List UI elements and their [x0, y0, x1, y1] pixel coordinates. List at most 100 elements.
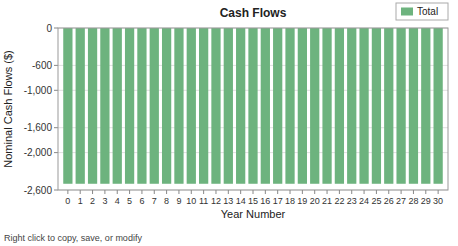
bar — [273, 28, 282, 184]
legend-swatch — [401, 8, 413, 16]
y-tick-label: -1,000 — [24, 85, 53, 96]
x-tick — [364, 190, 365, 194]
x-tick — [215, 190, 216, 194]
y-tick-label: -600 — [32, 60, 52, 71]
x-tick — [302, 190, 303, 194]
x-tick-label: 11 — [199, 196, 208, 206]
bar — [322, 28, 331, 184]
bar — [113, 28, 122, 184]
x-tick — [413, 190, 414, 194]
x-tick — [166, 190, 167, 194]
x-tick — [129, 190, 130, 194]
bar — [224, 28, 233, 184]
bar — [248, 28, 257, 184]
x-tick-label: 22 — [334, 196, 344, 206]
x-tick-label: 29 — [421, 196, 431, 206]
x-tick — [228, 190, 229, 194]
background — [0, 0, 458, 246]
x-tick-label: 2 — [90, 196, 95, 206]
bar — [409, 28, 418, 184]
x-tick-label: 7 — [152, 196, 157, 206]
x-tick-label: 12 — [211, 196, 221, 206]
grid — [58, 28, 448, 190]
x-tick — [154, 190, 155, 194]
y-tick — [54, 65, 58, 66]
x-tick-label: 13 — [223, 196, 233, 206]
x-tick-label: 16 — [260, 196, 270, 206]
y-tick-label: -2,600 — [24, 185, 53, 196]
y-tick — [54, 127, 58, 128]
x-tick — [327, 190, 328, 194]
x-tick — [290, 190, 291, 194]
x-tick-label: 17 — [273, 196, 283, 206]
x-tick — [277, 190, 278, 194]
x-tick — [438, 190, 439, 194]
x-tick — [339, 190, 340, 194]
x-tick-label: 0 — [65, 196, 70, 206]
x-tick-label: 28 — [408, 196, 418, 206]
legend-label: Total — [417, 6, 438, 17]
chart-title: Cash Flows — [220, 6, 287, 20]
bar — [88, 28, 97, 184]
x-tick-label: 15 — [248, 196, 258, 206]
x-tick-label: 1 — [78, 196, 83, 206]
bar — [236, 28, 245, 184]
y-tick-label: -1,600 — [24, 122, 53, 133]
x-tick-label: 30 — [433, 196, 443, 206]
bar — [298, 28, 307, 184]
x-tick — [67, 190, 68, 194]
x-tick-label: 9 — [176, 196, 181, 206]
x-tick-label: 27 — [396, 196, 406, 206]
x-tick — [191, 190, 192, 194]
bar — [347, 28, 356, 184]
bar — [396, 28, 405, 184]
y-tick — [54, 190, 58, 191]
x-tick — [117, 190, 118, 194]
chart-svg: Cash Flows0-600-1,000-1,600-2,000-2,6000… — [0, 0, 458, 246]
bar — [359, 28, 368, 184]
y-axis: 0 -600 -1,000 -1,600 -2,000 -2,600 — [24, 23, 58, 196]
legend-box — [396, 3, 448, 20]
x-tick-label: 21 — [322, 196, 332, 206]
bar — [372, 28, 381, 184]
bar — [100, 28, 109, 184]
x-tick — [388, 190, 389, 194]
bar — [76, 28, 85, 184]
bar — [199, 28, 208, 184]
x-tick — [253, 190, 254, 194]
bar — [261, 28, 270, 184]
y-tick-label: 0 — [46, 23, 52, 34]
bar — [285, 28, 294, 184]
bar — [162, 28, 171, 184]
x-axis-label: Year Number — [221, 208, 286, 220]
x-tick — [265, 190, 266, 194]
x-tick-label: 6 — [139, 196, 144, 206]
x-tick — [104, 190, 105, 194]
x-tick-label: 20 — [310, 196, 320, 206]
bar — [335, 28, 344, 184]
x-tick-label: 5 — [127, 196, 132, 206]
legend: Total — [396, 3, 448, 20]
x-tick-label: 14 — [236, 196, 246, 206]
x-tick — [178, 190, 179, 194]
bar — [433, 28, 442, 184]
plot-frame — [58, 28, 448, 190]
bar — [174, 28, 183, 184]
y-tick — [54, 90, 58, 91]
x-tick-label: 3 — [102, 196, 107, 206]
x-tick — [141, 190, 142, 194]
x-tick — [351, 190, 352, 194]
x-tick-label: 18 — [285, 196, 295, 206]
bar — [137, 28, 146, 184]
x-axis: 0123456789101112131415161718192021222324… — [65, 190, 443, 206]
footnote: Right click to copy, save, or modify — [4, 233, 142, 243]
bar — [63, 28, 72, 184]
x-tick — [314, 190, 315, 194]
x-tick-label: 8 — [164, 196, 169, 206]
bars — [63, 28, 443, 184]
x-tick-label: 23 — [347, 196, 357, 206]
x-tick-label: 24 — [359, 196, 369, 206]
x-tick-label: 25 — [371, 196, 381, 206]
y-tick-label: -2,000 — [24, 147, 53, 158]
x-tick — [92, 190, 93, 194]
